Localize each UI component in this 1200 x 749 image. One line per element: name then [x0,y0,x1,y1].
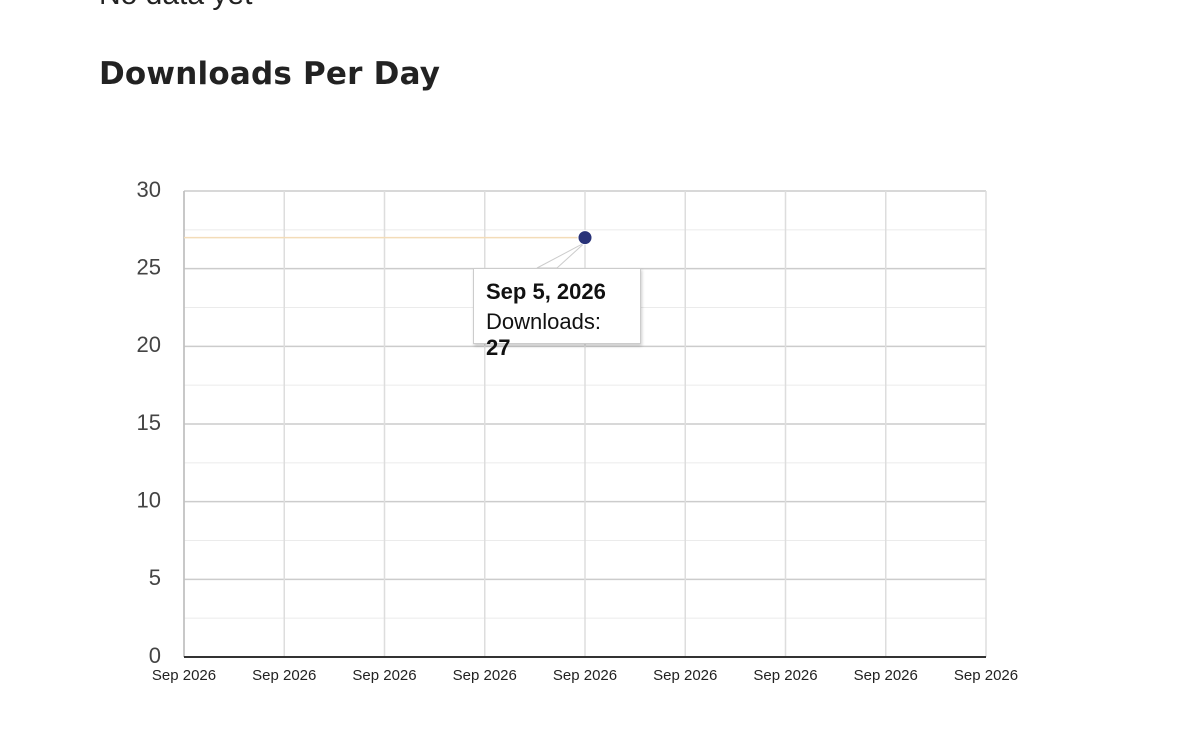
tooltip-pointer [536,242,586,269]
x-tick-label: Sep 2026 [152,667,216,684]
x-tick-label: Sep 2026 [854,667,918,684]
y-tick-label: 10 [137,487,161,512]
x-tick-label: Sep 2026 [653,667,717,684]
y-tick-label: 5 [149,565,161,590]
tooltip: Sep 5, 2026 Downloads: 27 [473,268,641,360]
y-tick-label: 0 [149,643,161,668]
y-tick-label: 30 [137,177,161,202]
y-tick-label: 20 [137,332,161,357]
status-text: No data yet [99,0,252,12]
x-tick-label: Sep 2026 [352,667,416,684]
tooltip-value: 27 [486,335,511,360]
data-point [577,230,593,246]
y-tick-label: 25 [137,254,161,279]
x-tick-label: Sep 2026 [453,667,517,684]
x-tick-label: Sep 2026 [553,667,617,684]
section-heading: Downloads Per Day [99,56,441,92]
x-tick-label: Sep 2026 [753,667,817,684]
x-tick-label: Sep 2026 [252,667,316,684]
tooltip-label: Downloads: [486,309,601,334]
x-tick-label: Sep 2026 [954,667,1018,684]
y-tick-label: 15 [137,410,161,435]
tooltip-title: Sep 5, 2026 [486,279,606,304]
